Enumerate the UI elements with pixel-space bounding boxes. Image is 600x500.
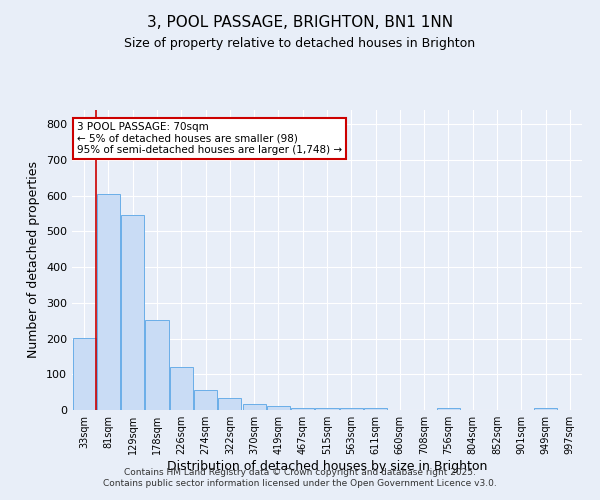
Bar (218, 398, 241, 410)
Y-axis label: Number of detached properties: Number of detached properties (28, 162, 40, 358)
X-axis label: Distribution of detached houses by size in Brighton: Distribution of detached houses by size … (167, 460, 487, 473)
Bar (121, 216, 144, 410)
Bar (145, 320, 169, 410)
Bar (316, 408, 338, 410)
Bar (194, 390, 217, 410)
Bar (242, 404, 266, 410)
Text: 3 POOL PASSAGE: 70sqm
← 5% of detached houses are smaller (98)
95% of semi-detac: 3 POOL PASSAGE: 70sqm ← 5% of detached h… (77, 122, 342, 155)
Text: 3, POOL PASSAGE, BRIGHTON, BN1 1NN: 3, POOL PASSAGE, BRIGHTON, BN1 1NN (147, 15, 453, 30)
Bar (73, 338, 95, 410)
Bar (364, 408, 387, 410)
Bar (170, 367, 193, 410)
Bar (97, 194, 120, 410)
Text: Contains HM Land Registry data © Crown copyright and database right 2025.
Contai: Contains HM Land Registry data © Crown c… (103, 468, 497, 487)
Bar (340, 408, 363, 410)
Bar (267, 406, 290, 410)
Text: Size of property relative to detached houses in Brighton: Size of property relative to detached ho… (124, 38, 476, 51)
Bar (534, 408, 557, 410)
Bar (291, 408, 314, 410)
Bar (437, 408, 460, 410)
